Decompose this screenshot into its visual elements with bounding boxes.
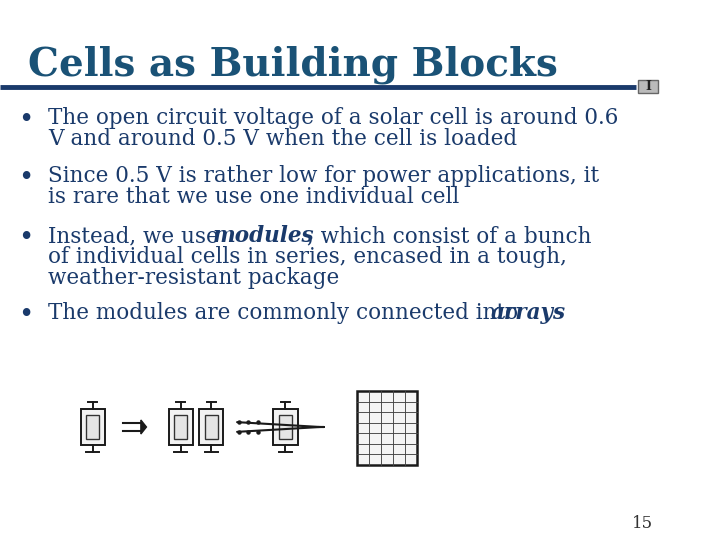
Text: Instead, we use: Instead, we use	[48, 225, 226, 247]
Bar	[274, 409, 297, 445]
Polygon shape	[141, 420, 146, 434]
Text: The open circuit voltage of a solar cell is around 0.6: The open circuit voltage of a solar cell…	[48, 107, 618, 129]
Text: , which consist of a bunch: , which consist of a bunch	[307, 225, 592, 247]
Bar	[204, 415, 218, 438]
Text: Since 0.5 V is rather low for power applications, it: Since 0.5 V is rather low for power appl…	[48, 165, 599, 187]
Bar	[174, 415, 187, 438]
Text: of individual cells in series, encased in a tough,: of individual cells in series, encased i…	[48, 246, 567, 268]
Bar	[279, 415, 292, 438]
Text: •: •	[18, 225, 34, 250]
Text: •: •	[18, 165, 34, 190]
Text: 15: 15	[632, 515, 654, 532]
Text: is rare that we use one individual cell: is rare that we use one individual cell	[48, 186, 459, 208]
Text: Cells as Building Blocks: Cells as Building Blocks	[28, 45, 558, 84]
Bar	[638, 80, 658, 93]
Text: V and around 0.5 V when the cell is loaded: V and around 0.5 V when the cell is load…	[48, 128, 518, 150]
Text: •: •	[18, 302, 34, 327]
Text: arrays: arrays	[490, 302, 565, 324]
Text: modules: modules	[213, 225, 315, 247]
Text: The modules are commonly connected into: The modules are commonly connected into	[48, 302, 525, 324]
Bar	[86, 415, 99, 438]
Bar	[168, 409, 193, 445]
Bar	[357, 391, 417, 465]
Text: •: •	[18, 107, 34, 132]
Bar	[81, 409, 104, 445]
Text: weather-resistant package: weather-resistant package	[48, 267, 339, 289]
Text: I: I	[645, 80, 651, 93]
Bar	[199, 409, 223, 445]
